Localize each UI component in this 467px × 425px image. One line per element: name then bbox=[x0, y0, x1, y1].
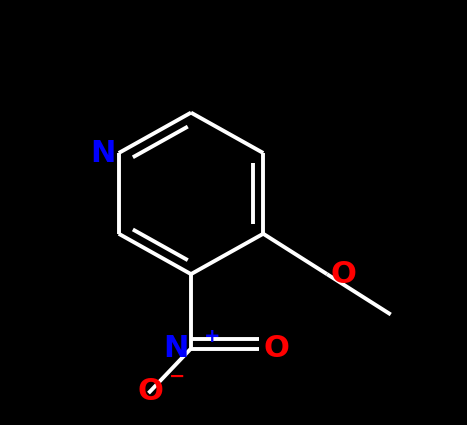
Text: O: O bbox=[138, 377, 163, 405]
Text: O: O bbox=[263, 334, 289, 363]
Text: N: N bbox=[163, 334, 189, 363]
Text: O: O bbox=[330, 260, 356, 289]
Text: −: − bbox=[169, 367, 185, 385]
Text: N: N bbox=[90, 139, 115, 167]
Text: +: + bbox=[204, 327, 220, 346]
